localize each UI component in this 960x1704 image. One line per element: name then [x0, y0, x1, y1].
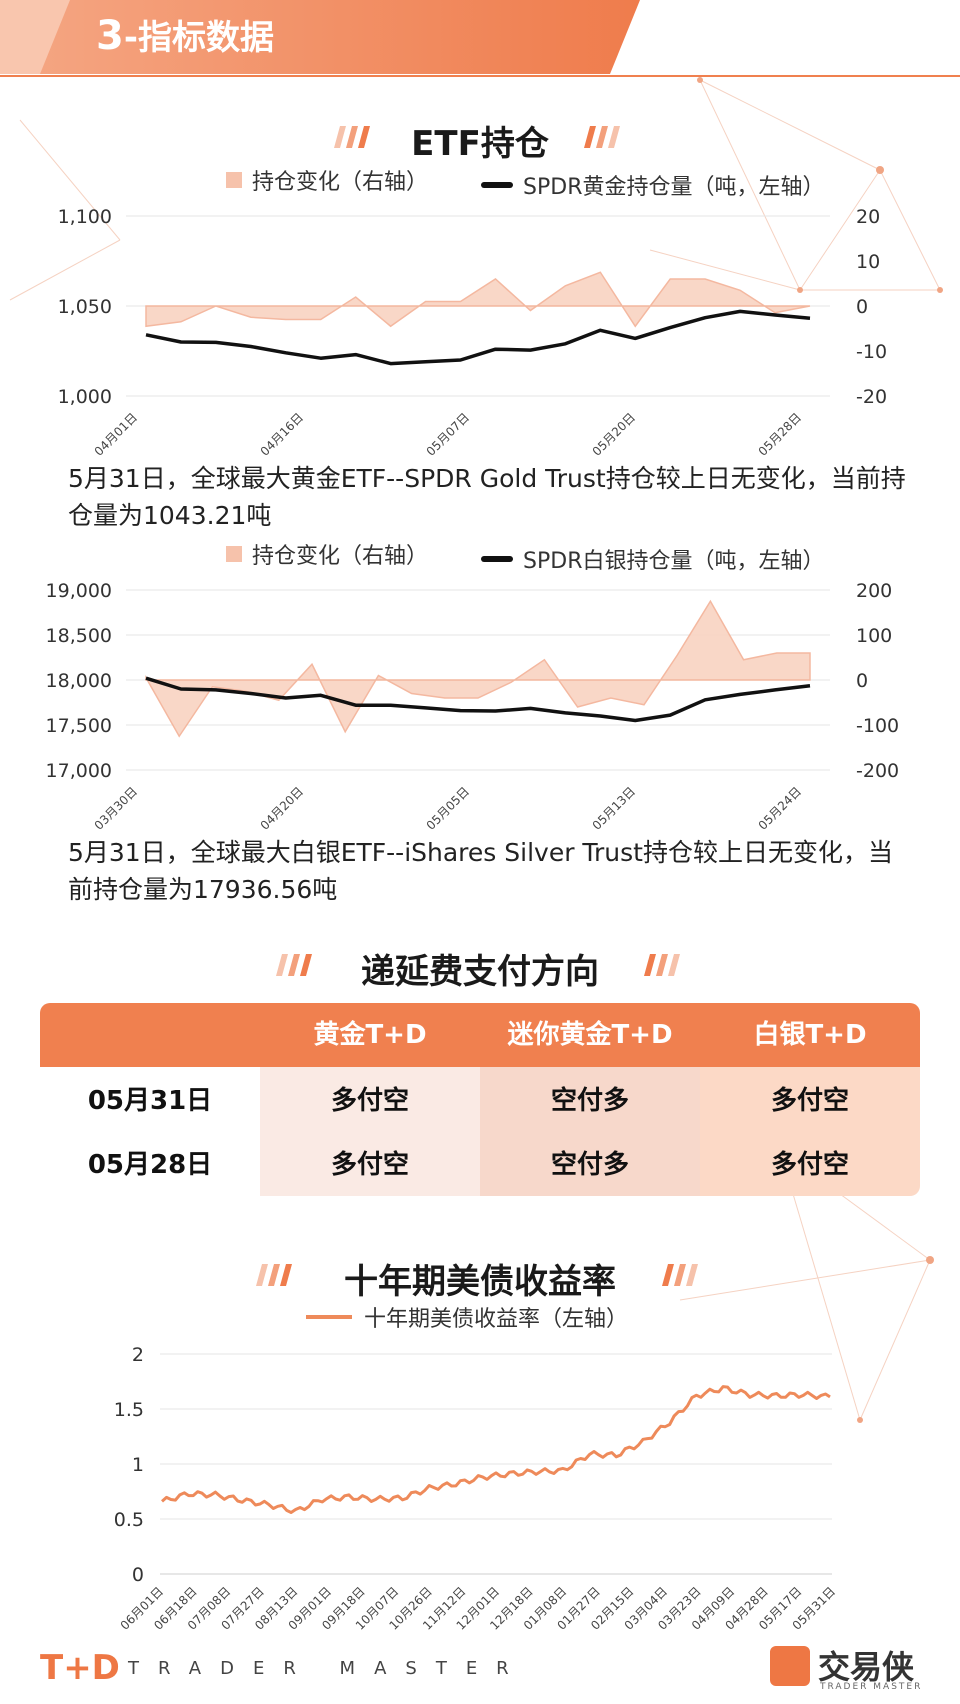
stripes-left-icon — [256, 1264, 292, 1286]
stripes-left-icon — [334, 126, 370, 148]
y-tick-label-right: -200 — [856, 760, 899, 782]
treasury-legend: 十年期美债收益率（左轴） — [306, 1300, 674, 1333]
gold-etf-chart: 1,100 1,050 1,000 20 10 0 -10 -20 04月01日 04月16日 05… — [58, 206, 887, 459]
y-tick-label-right: 100 — [856, 625, 892, 647]
y-tick-label-left: 1,000 — [58, 386, 112, 408]
yield-line — [161, 1385, 831, 1514]
y-tick-label: 1 — [132, 1454, 144, 1476]
silver-legend: 持仓变化（右轴） SPDR白银持仓量（吨，左轴） — [226, 538, 870, 575]
holding-change-area — [145, 271, 811, 328]
table-cell: 空付多 — [550, 1150, 629, 1180]
x-tick-label: 04月01日 — [92, 410, 140, 458]
footer-tagline: TRADER MASTER — [128, 1658, 528, 1679]
y-tick-label-right: 10 — [856, 251, 880, 273]
stripes-right-icon — [662, 1264, 698, 1286]
stripes-right-icon — [644, 954, 680, 976]
legend-item-line: 十年期美债收益率（左轴） — [306, 1301, 628, 1333]
y-tick-label-left: 18,000 — [46, 670, 112, 692]
x-tick-label: 04月16日 — [258, 410, 306, 458]
stripes-right-icon — [584, 126, 620, 148]
y-tick-label-left: 17,000 — [46, 760, 112, 782]
brand-name: 交易侠 — [818, 1648, 915, 1686]
legend-item-line: SPDR黄金持仓量（吨，左轴） — [481, 169, 824, 201]
y-tick-label-left: 18,500 — [46, 625, 112, 647]
gold-note: 5月31日，全球最大黄金ETF--SPDR Gold Trust持仓较上日无变化… — [68, 464, 906, 530]
header-banner — [0, 0, 960, 77]
x-tick-label: 05月28日 — [756, 410, 804, 458]
page-section-title: 3-指标数据 — [96, 13, 274, 59]
y-tick-label-right: -20 — [856, 386, 887, 408]
y-tick-label: 0.5 — [114, 1509, 144, 1531]
table-cell: 多付空 — [330, 1150, 409, 1180]
y-tick-label-left: 19,000 — [46, 580, 112, 602]
x-tick-label: 05月24日 — [756, 784, 804, 832]
y-tick-label-right: 0 — [856, 670, 868, 692]
contango-section-title: 递延费支付方向 — [361, 952, 599, 992]
legend-item-area: 持仓变化（右轴） — [226, 164, 428, 196]
treasury-yield-chart: 21.510.5006月01日06月18日07月08日07月27日08月13日0… — [114, 1344, 838, 1633]
table-cell: 多付空 — [330, 1086, 409, 1116]
table-cell: 空付多 — [550, 1086, 629, 1116]
y-tick-label-right: 200 — [856, 580, 892, 602]
silver-etf-chart: 19,000 18,500 18,000 17,500 17,000 200 100 0 -10… — [46, 580, 900, 833]
holding-change-area — [145, 599, 811, 738]
x-tick-label: 05月07日 — [424, 410, 472, 458]
row-date: 05月31日 — [87, 1086, 213, 1116]
holdings-line — [145, 676, 811, 723]
column-header: 黄金T+D — [313, 1020, 427, 1050]
row-date: 05月28日 — [87, 1150, 213, 1180]
silver-note: 5月31日，全球最大白银ETF--iShares Silver Trust持仓较… — [68, 838, 893, 904]
gold-legend: 持仓变化（右轴） SPDR黄金持仓量（吨，左轴） — [226, 164, 870, 201]
y-tick-label-left: 1,100 — [58, 206, 112, 228]
table-header: 黄金T+D 迷你黄金T+D 白银T+D — [40, 1003, 920, 1067]
y-tick-label-right: -100 — [856, 715, 899, 737]
legend-item-line: SPDR白银持仓量（吨，左轴） — [481, 543, 824, 575]
y-tick-label: 1.5 — [114, 1399, 144, 1421]
x-tick-label: 04月20日 — [258, 784, 306, 832]
column-header: 白银T+D — [753, 1020, 867, 1050]
y-tick-label-left: 1,050 — [58, 296, 112, 318]
brand-subtitle: TRADER MASTER — [820, 1682, 923, 1692]
column-header: 迷你黄金T+D — [507, 1020, 673, 1050]
y-tick-label-right: 20 — [856, 206, 880, 228]
footer-logo: T+D — [40, 1648, 120, 1688]
x-tick-label: 03月30日 — [92, 784, 140, 832]
brand-logo-icon — [770, 1646, 810, 1686]
y-tick-label: 0 — [132, 1564, 144, 1586]
table-cell: 多付空 — [770, 1086, 849, 1116]
treasury-section-title: 十年期美债收益率 — [344, 1262, 616, 1302]
holdings-line — [145, 309, 811, 366]
y-tick-label: 2 — [132, 1344, 144, 1366]
stripes-left-icon — [276, 954, 312, 976]
legend-item-area: 持仓变化（右轴） — [226, 538, 428, 570]
y-tick-label-left: 17,500 — [46, 715, 112, 737]
y-tick-label-right: -10 — [856, 341, 887, 363]
x-tick-label: 05月13日 — [590, 784, 638, 832]
x-tick-label: 05月05日 — [424, 784, 472, 832]
x-tick-label: 05月20日 — [590, 410, 638, 458]
contango-table: 黄金T+D 迷你黄金T+D 白银T+D 05月31日 多付空 空付多 多付空 0… — [40, 1003, 920, 1196]
etf-section-title: ETF持仓 — [411, 124, 549, 164]
table-cell: 多付空 — [770, 1150, 849, 1180]
y-tick-label-right: 0 — [856, 296, 868, 318]
